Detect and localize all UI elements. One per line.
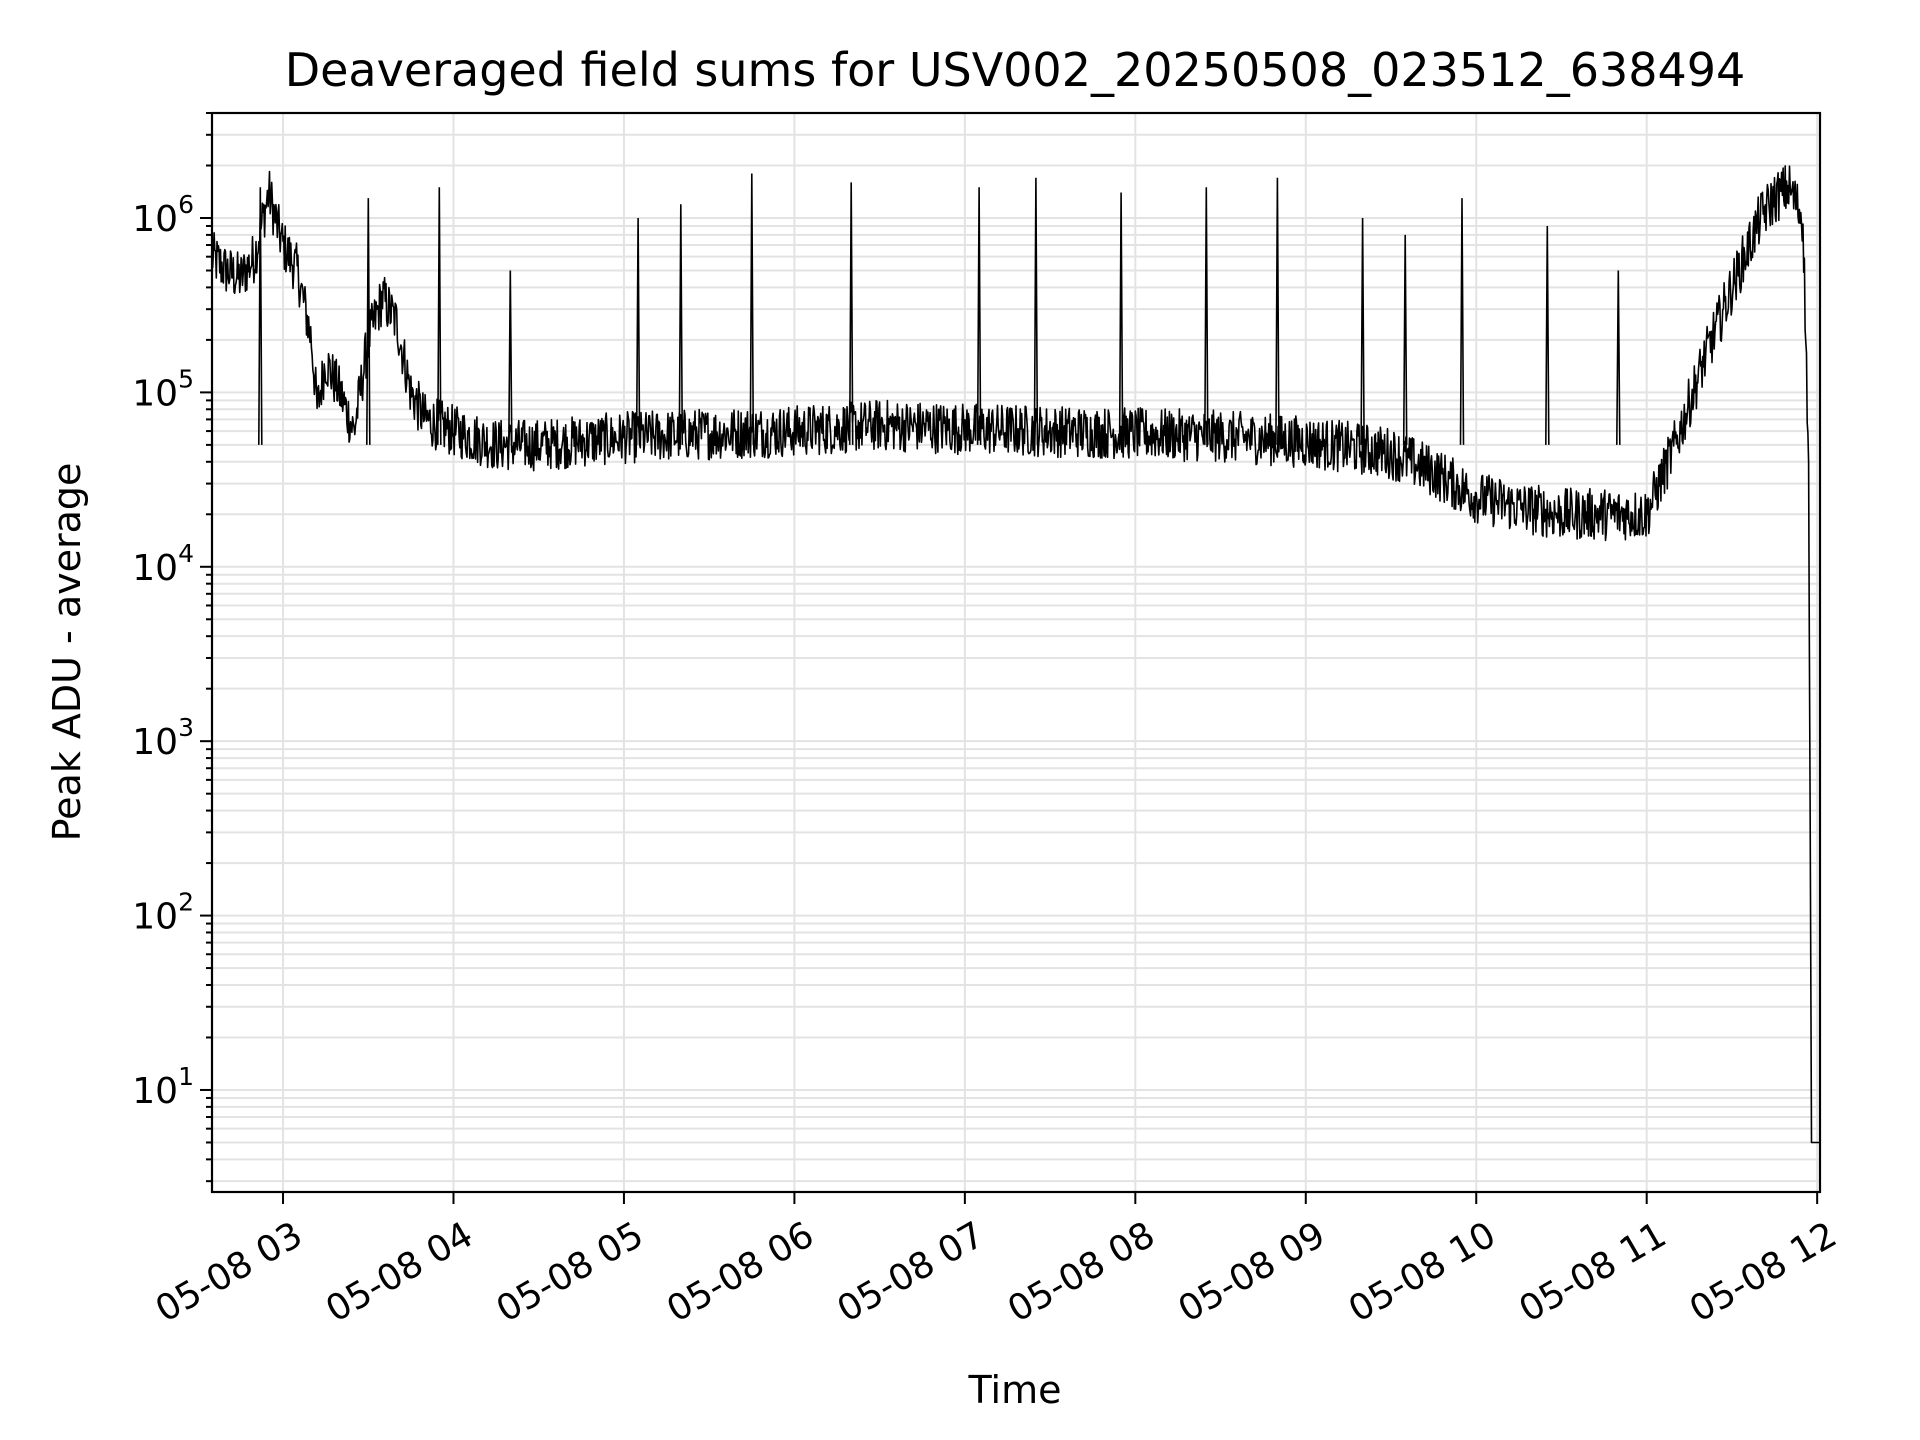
data-spike bbox=[1275, 177, 1280, 445]
data-spike bbox=[1459, 198, 1465, 445]
data-spike bbox=[437, 187, 442, 445]
data-spike bbox=[1118, 192, 1124, 445]
data-spike bbox=[678, 204, 684, 445]
data-spike bbox=[366, 198, 371, 445]
data-spike bbox=[1616, 270, 1621, 445]
y-tick-label: 101 bbox=[132, 1062, 194, 1112]
x-axis-label: Time bbox=[968, 1368, 1062, 1412]
data-spike bbox=[508, 270, 513, 445]
y-axis: 101 102 103 104 105 106 bbox=[132, 112, 212, 1183]
data-spike bbox=[848, 182, 854, 445]
data-spike bbox=[258, 187, 263, 445]
data-spike bbox=[1360, 217, 1365, 445]
data-spike bbox=[1204, 187, 1209, 445]
data-spike bbox=[976, 187, 982, 445]
y-tick-label: 103 bbox=[132, 713, 194, 763]
data-series bbox=[211, 165, 1821, 1144]
data-spike bbox=[1033, 177, 1039, 445]
data-spike bbox=[1402, 234, 1408, 445]
data-spike bbox=[749, 173, 755, 445]
y-tick-label: 106 bbox=[132, 190, 194, 240]
data-spike bbox=[1545, 225, 1550, 445]
plot-frame bbox=[210, 111, 1822, 1194]
y-tick-label: 102 bbox=[132, 888, 194, 938]
chart-title: Deaveraged field sums for USV002_2025050… bbox=[285, 43, 1746, 97]
y-tick-label: 105 bbox=[132, 364, 194, 414]
y-tick-label: 104 bbox=[132, 539, 194, 589]
data-spike bbox=[635, 217, 641, 445]
y-axis-label: Peak ADU - average bbox=[45, 463, 89, 842]
data-line-main bbox=[211, 165, 1821, 1144]
